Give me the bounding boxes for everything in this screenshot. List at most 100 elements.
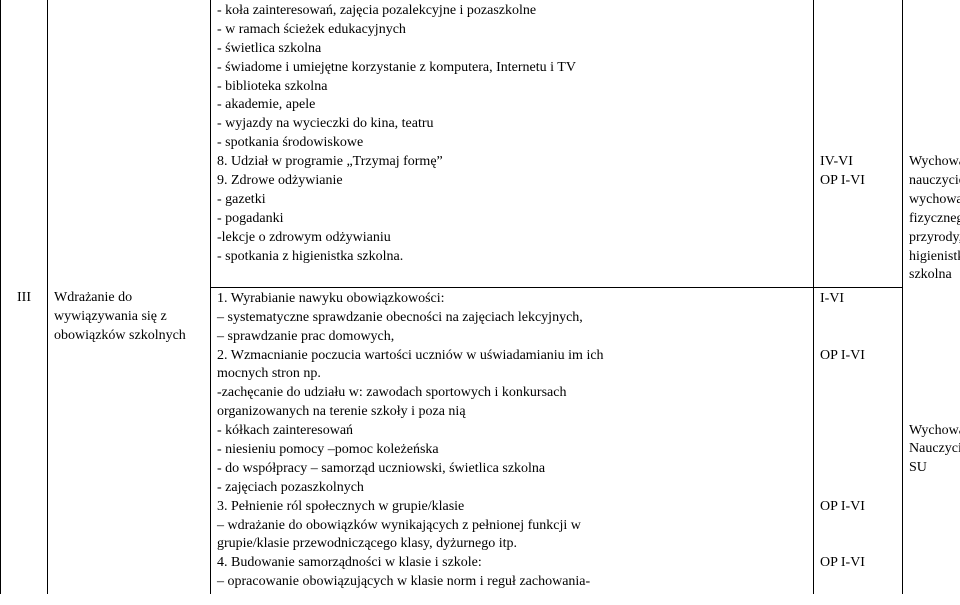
text-line	[820, 479, 896, 498]
text-line: mocnych stron np.	[217, 365, 807, 384]
text-line: Nauczyciele	[909, 440, 960, 459]
text-line	[820, 115, 896, 134]
text-line: - biblioteka szkolna	[217, 78, 807, 97]
cell-who-1: Wychowawcy, nauczyciele wychowania fizyc…	[903, 0, 960, 287]
text-line: I-VI	[820, 290, 896, 309]
text-line	[909, 78, 960, 97]
text-line: - gazetki	[217, 191, 807, 210]
text-line	[820, 573, 896, 592]
text-line: - świadome i umiejętne korzystanie z kom…	[217, 59, 807, 78]
text-line	[909, 535, 960, 554]
document-table: - koła zainteresowań, zajęcia pozalekcyj…	[0, 0, 960, 594]
text-line: - kółkach zainteresowań	[217, 422, 807, 441]
text-line	[820, 191, 896, 210]
text-line	[909, 346, 960, 365]
text-line	[820, 134, 896, 153]
text-line: szkolna	[909, 266, 960, 285]
text-line: -zachęcanie do udziału w: zawodach sport…	[217, 384, 807, 403]
text-line: – systematyczne sprawdzanie obecności na…	[217, 309, 807, 328]
text-line: – sprawdzanie prac domowych,	[217, 328, 807, 347]
text-line: 2. Wzmacnianie poczucia wartości uczniów…	[217, 347, 807, 366]
text-line	[909, 308, 960, 327]
text-line: Wychowawcy,	[909, 153, 960, 172]
text-line: Wdrażanie do	[54, 289, 204, 308]
text-line	[820, 78, 896, 97]
text-line: - zajęciach pozaszkolnych	[217, 479, 807, 498]
text-line	[820, 40, 896, 59]
table-row: - koła zainteresowań, zajęcia pozalekcyj…	[1, 0, 960, 287]
text-line: OP I-VI	[820, 498, 896, 517]
text-line: - w ramach ścieżek edukacyjnych	[217, 21, 807, 40]
text-line: 3. Pełnienie ról społecznych w grupie/kl…	[217, 498, 807, 517]
text-line	[820, 248, 896, 267]
text-line: - niesieniu pomocy –pomoc koleżeńska	[217, 441, 807, 460]
text-line: - koła zainteresowań, zajęcia pozalekcyj…	[217, 2, 807, 21]
text-line: Wychowawcy	[909, 422, 960, 441]
text-line: SU	[909, 459, 960, 478]
text-line	[909, 2, 960, 21]
cell-ref-2: I-VI OP I-VI OP I-VI OP I-VI	[814, 287, 903, 594]
text-line: wychowania	[909, 191, 960, 210]
text-line	[909, 40, 960, 59]
text-line	[909, 134, 960, 153]
text-line: - świetlica szkolna	[217, 40, 807, 59]
text-line: grupie/klasie przewodniczącego klasy, dy…	[217, 535, 807, 554]
text-line	[909, 478, 960, 497]
text-line: OP I-VI	[820, 554, 896, 573]
text-line	[909, 554, 960, 573]
text-line	[909, 96, 960, 115]
text-line: 4. Budowanie samorządności w klasie i sz…	[217, 554, 807, 573]
text-line: wywiązywania się z	[54, 308, 204, 327]
text-line	[820, 229, 896, 248]
text-line: - wyjazdy na wycieczki do kina, teatru	[217, 115, 807, 134]
text-line	[909, 384, 960, 403]
text-line	[820, 2, 896, 21]
cell-num-3: III	[1, 287, 48, 594]
cell-topic-3: Wdrażanie do wywiązywania się z obowiązk…	[48, 287, 211, 594]
text-line	[820, 210, 896, 229]
text-line: nauczyciele	[909, 172, 960, 191]
text-line	[909, 59, 960, 78]
text-line	[820, 328, 896, 347]
text-line	[820, 441, 896, 460]
text-line	[820, 422, 896, 441]
text-line	[909, 403, 960, 422]
cell-who-2: Wychowawcy Nauczyciele SU	[903, 287, 960, 594]
text-line: OP I-VI	[820, 347, 896, 366]
text-line	[909, 497, 960, 516]
text-line	[909, 365, 960, 384]
cell-topic-blank	[48, 0, 211, 287]
text-line: - do współpracy – samorząd uczniowski, ś…	[217, 460, 807, 479]
text-line: higienistka	[909, 248, 960, 267]
text-line	[820, 535, 896, 554]
text-line: organizowanych na terenie szkoły i poza …	[217, 403, 807, 422]
text-line: OP I-VI	[820, 172, 896, 191]
text-line	[820, 517, 896, 536]
text-line	[820, 96, 896, 115]
text-line	[820, 365, 896, 384]
cell-ref-1: IV-VI OP I-VI	[814, 0, 903, 287]
text-line	[820, 59, 896, 78]
text-line: 1. Wyrabianie nawyku obowiązkowości:	[217, 290, 807, 309]
text-line	[820, 403, 896, 422]
table-row: III Wdrażanie do wywiązywania się z obow…	[1, 287, 960, 594]
text-line	[820, 309, 896, 328]
text-line: 8. Udział w programie „Trzymaj formę”	[217, 153, 807, 172]
text-line: – opracowanie obowiązujących w klasie no…	[217, 573, 807, 592]
text-line	[820, 21, 896, 40]
text-line: przyrody,	[909, 229, 960, 248]
text-line: - spotkania środowiskowe	[217, 134, 807, 153]
text-line: - pogadanki	[217, 210, 807, 229]
text-line	[909, 115, 960, 134]
text-line: – wdrażanie do obowiązków wynikających z…	[217, 517, 807, 536]
text-line: 9. Zdrowe odżywianie	[217, 172, 807, 191]
text-line: obowiązków szkolnych	[54, 327, 204, 346]
cell-main-1: - koła zainteresowań, zajęcia pozalekcyj…	[211, 0, 814, 287]
cell-num-blank	[1, 0, 48, 287]
text-line: IV-VI	[820, 153, 896, 172]
text-line	[909, 289, 960, 308]
text-line: - spotkania z higienistka szkolna.	[217, 248, 807, 267]
cell-main-2: 1. Wyrabianie nawyku obowiązkowości: – s…	[211, 287, 814, 594]
row-number: III	[17, 290, 31, 305]
text-line	[820, 384, 896, 403]
